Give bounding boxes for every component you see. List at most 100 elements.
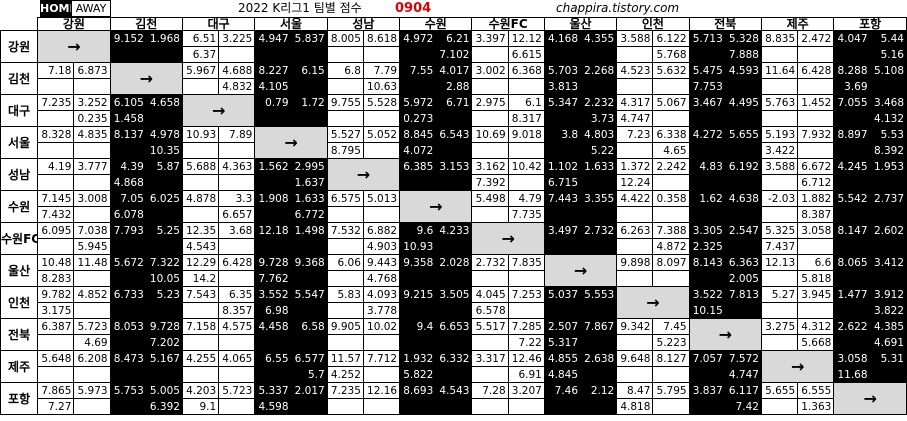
- score-cell: 6.653: [435, 318, 473, 335]
- score-cell: 8.065: [833, 254, 871, 271]
- score-cell: 2.622: [833, 318, 871, 335]
- score-cell: 5.347: [543, 94, 582, 111]
- score-cell: [145, 110, 183, 127]
- table-row: 8.283 10.05 14.2 7.762 4.768 2.005 5.818: [1, 270, 907, 287]
- score-cell: 5.945: [73, 238, 111, 255]
- score-cell: [760, 46, 799, 63]
- score-cell: [471, 46, 509, 63]
- score-cell: [109, 334, 147, 351]
- score-cell: 6.8: [326, 62, 364, 79]
- score-cell: 4.598: [254, 398, 292, 415]
- score-cell: 12.18: [254, 222, 292, 239]
- score-cell: [507, 302, 545, 319]
- score-cell: 1.458: [109, 110, 147, 127]
- score-cell: 5.632: [652, 62, 690, 79]
- score-cell: [833, 270, 871, 287]
- score-cell: 8.147: [833, 222, 871, 239]
- score-cell: [254, 238, 292, 255]
- score-cell: [507, 270, 545, 287]
- score-cell: [724, 110, 762, 127]
- score-cell: 6.577: [290, 350, 328, 367]
- score-cell: [254, 206, 292, 223]
- score-cell: [543, 206, 582, 223]
- score-cell: 1.637: [290, 174, 328, 191]
- score-cell: 6.543: [435, 126, 473, 143]
- score-cell: 5.972: [399, 94, 437, 111]
- score-cell: 2.507: [543, 318, 582, 335]
- score-cell: 3.588: [760, 158, 799, 175]
- score-cell: 8.693: [399, 382, 437, 399]
- score-cell: [362, 366, 401, 383]
- score-cell: 3.945: [797, 286, 835, 303]
- score-cell: 3.813: [543, 78, 582, 95]
- score-cell: [616, 366, 654, 383]
- score-cell: 1.363: [797, 398, 835, 415]
- site-url: chappira.tistory.com: [556, 1, 680, 15]
- score-cell: 4.747: [616, 110, 654, 127]
- score-cell: 1.562: [254, 158, 292, 175]
- score-cell: 5.837: [290, 30, 328, 47]
- table-row: 6.37 7.102 6.615 5.768 7.888 5.16: [1, 46, 907, 63]
- score-cell: 5.542: [833, 190, 871, 207]
- score-cell: [580, 366, 618, 383]
- score-cell: [290, 334, 328, 351]
- score-cell: 7.443: [543, 190, 582, 207]
- score-cell: [688, 270, 726, 287]
- score-cell: 5.44: [869, 30, 907, 47]
- score-cell: 2.325: [688, 238, 726, 255]
- score-cell: 7.27: [37, 398, 75, 415]
- score-cell: 8.328: [37, 126, 75, 143]
- score-cell: 6.095: [37, 222, 75, 239]
- table-row: 성남 4.19 3.777 4.39 5.87 5.688 4.363 1.562 2.995 →…: [0, 158, 907, 191]
- score-cell: 2.975: [471, 94, 509, 111]
- score-cell: 7.437: [760, 238, 799, 255]
- score-cell: [869, 270, 907, 287]
- score-cell: 6.025: [145, 190, 183, 207]
- score-cell: 4.747: [724, 366, 762, 383]
- score-cell: 8.127: [652, 350, 690, 367]
- score-cell: 9.898: [616, 254, 654, 271]
- score-cell: 4.872: [652, 238, 690, 255]
- score-cell: 12.46: [507, 350, 545, 367]
- score-cell: 12.12: [507, 30, 545, 47]
- score-cell: 5.753: [109, 382, 147, 399]
- score-cell: 5.067: [652, 94, 690, 111]
- score-cell: 5.27: [760, 286, 799, 303]
- score-cell: 7.932: [797, 126, 835, 143]
- score-cell: 5.795: [652, 382, 690, 399]
- score-cell: [760, 110, 799, 127]
- score-cell: 6.208: [73, 350, 111, 367]
- score-cell: 10.42: [507, 158, 545, 175]
- score-cell: 7.158: [181, 318, 220, 335]
- score-cell: 4.79: [507, 190, 545, 207]
- score-cell: 5.655: [760, 382, 799, 399]
- score-cell: [290, 270, 328, 287]
- score-cell: 9.905: [326, 318, 364, 335]
- score-cell: [869, 78, 907, 95]
- score-cell: 12.16: [362, 382, 401, 399]
- score-cell: 10.93: [399, 238, 437, 255]
- score-cell: [869, 206, 907, 223]
- score-cell: 4.072: [399, 142, 437, 159]
- score-cell: [37, 174, 75, 191]
- score-cell: [724, 78, 762, 95]
- score-cell: [399, 398, 437, 415]
- score-cell: 5.527: [326, 126, 364, 143]
- home-label[interactable]: HOME: [40, 0, 78, 17]
- score-cell: [471, 142, 509, 159]
- score-cell: 3.162: [471, 158, 509, 175]
- score-cell: 5.193: [760, 126, 799, 143]
- score-cell: 14.2: [181, 270, 220, 287]
- away-label[interactable]: AWAY: [71, 0, 111, 17]
- score-cell: 3.468: [869, 94, 907, 111]
- score-cell: 3.8: [543, 126, 582, 143]
- score-cell: [109, 366, 147, 383]
- table-row: 전북 6.387 5.723 8.053 9.728 7.158 4.575 4.458 6.5…: [0, 318, 907, 351]
- score-cell: [399, 46, 437, 63]
- score-cell: [688, 46, 726, 63]
- score-cell: 9.728: [145, 318, 183, 335]
- score-cell: 2.472: [797, 30, 835, 47]
- score-cell: 5.648: [37, 350, 75, 367]
- header-row: 강원 김천 대구 서울 성남 수원 수원FC 울산 인천 전북 제주 포항: [1, 17, 907, 31]
- score-cell: 10.15: [688, 302, 726, 319]
